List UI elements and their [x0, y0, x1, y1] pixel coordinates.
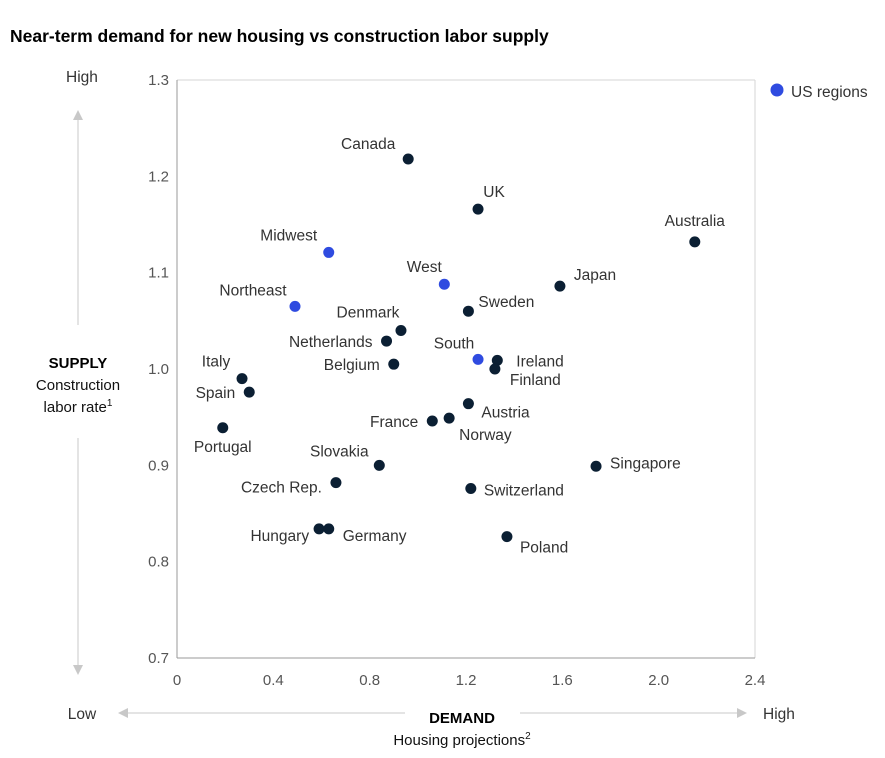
point-singapore — [590, 460, 602, 472]
y-axis-footnote: 1 — [107, 398, 113, 409]
point-label-south: South — [434, 335, 475, 352]
point-label-czech-rep: Czech Rep. — [241, 480, 322, 497]
point-south — [472, 353, 484, 365]
point-label-portugal: Portugal — [194, 439, 252, 456]
y-axis-title-bold: SUPPLY — [49, 355, 108, 372]
point-labels: Canada UK Australia Midwest West Japan Northea… — [194, 136, 725, 557]
point-uk — [472, 203, 484, 215]
point-austria — [462, 398, 474, 410]
point-label-poland: Poland — [520, 540, 568, 557]
point-west — [438, 278, 450, 290]
y-axis-title-line2: labor rate1 — [44, 398, 113, 416]
point-midwest — [323, 246, 335, 258]
point-label-finland: Finland — [510, 372, 561, 389]
point-label-denmark: Denmark — [337, 304, 400, 321]
point-label-hungary: Hungary — [250, 528, 309, 545]
point-france — [426, 415, 438, 427]
point-denmark — [395, 324, 407, 336]
point-belgium — [388, 358, 400, 370]
point-norway — [443, 412, 455, 424]
point-label-slovakia: Slovakia — [310, 443, 369, 460]
x-arrow-left-head — [118, 708, 128, 718]
point-label-netherlands: Netherlands — [289, 334, 373, 351]
y-tick-label: 0.7 — [148, 650, 169, 667]
point-italy — [236, 373, 248, 385]
x-axis-footnote: 2 — [525, 731, 531, 742]
x-tick-label: 0.8 — [359, 672, 380, 689]
y-arrow-up-head — [73, 110, 83, 120]
y-tick-label: 0.9 — [148, 457, 169, 474]
point-label-ireland: Ireland — [516, 353, 563, 370]
point-label-sweden: Sweden — [478, 294, 534, 311]
point-label-belgium: Belgium — [324, 357, 380, 374]
point-japan — [554, 280, 566, 292]
x-axis-title: Housing projections2 — [393, 731, 531, 749]
point-label-switzerland: Switzerland — [484, 482, 564, 499]
y-axis-title-line2-text: labor rate — [44, 399, 107, 416]
point-label-spain: Spain — [196, 385, 236, 402]
point-netherlands — [381, 335, 393, 347]
point-label-japan: Japan — [574, 267, 616, 284]
legend-us-regions-marker — [770, 83, 784, 97]
point-finland — [489, 363, 501, 375]
y-tick-label: 1.2 — [148, 168, 169, 185]
point-ireland — [491, 354, 503, 366]
x-axis-high-label: High — [763, 706, 795, 723]
x-axis-title-text: Housing projections — [393, 732, 525, 749]
point-label-france: France — [370, 414, 418, 431]
point-sweden — [462, 305, 474, 317]
data-points — [217, 153, 701, 543]
x-tick-label: 2.0 — [648, 672, 669, 689]
point-label-canada: Canada — [341, 136, 396, 153]
y-axis-title-line1: Construction — [36, 377, 120, 394]
legend-us-regions-label: US regions — [791, 84, 868, 101]
x-tick-label: 0 — [173, 672, 181, 689]
x-arrow-right-head — [737, 708, 747, 718]
y-tick-label: 0.8 — [148, 554, 169, 571]
point-hungary — [313, 523, 325, 535]
x-tick-label: 1.2 — [456, 672, 477, 689]
point-label-west: West — [407, 259, 443, 276]
x-tick-label: 1.6 — [552, 672, 573, 689]
point-label-australia: Australia — [665, 213, 726, 230]
point-slovakia — [373, 459, 385, 471]
point-germany — [323, 523, 335, 535]
y-arrow-down-head — [73, 665, 83, 675]
x-axis-low-label: Low — [68, 706, 97, 723]
point-australia — [689, 236, 701, 248]
x-tick-label: 0.4 — [263, 672, 284, 689]
point-label-northeast: Northeast — [219, 282, 287, 299]
point-label-italy: Italy — [202, 354, 231, 371]
x-axis-title-bold: DEMAND — [429, 710, 495, 727]
point-label-austria: Austria — [481, 405, 530, 422]
y-tick-label: 1.0 — [148, 361, 169, 378]
x-tick-labels: 0 0.4 0.8 1.2 1.6 2.0 2.4 — [173, 672, 766, 689]
point-northeast — [289, 300, 301, 312]
point-portugal — [217, 422, 229, 434]
point-switzerland — [465, 482, 477, 494]
y-axis-high-label: High — [66, 69, 98, 86]
point-label-midwest: Midwest — [260, 227, 318, 244]
point-label-norway: Norway — [459, 427, 512, 444]
point-label-germany: Germany — [343, 528, 407, 545]
point-spain — [243, 386, 255, 398]
x-tick-label: 2.4 — [745, 672, 766, 689]
y-tick-labels: 0.7 0.8 0.9 1.0 1.1 1.2 1.3 — [148, 72, 169, 667]
point-czech-rep — [330, 477, 342, 489]
point-canada — [402, 153, 414, 165]
point-label-singapore: Singapore — [610, 455, 681, 472]
y-tick-label: 1.3 — [148, 72, 169, 89]
chart-title: Near-term demand for new housing vs cons… — [10, 26, 549, 46]
y-tick-label: 1.1 — [148, 265, 169, 282]
point-poland — [501, 531, 513, 543]
point-label-uk: UK — [483, 184, 505, 201]
